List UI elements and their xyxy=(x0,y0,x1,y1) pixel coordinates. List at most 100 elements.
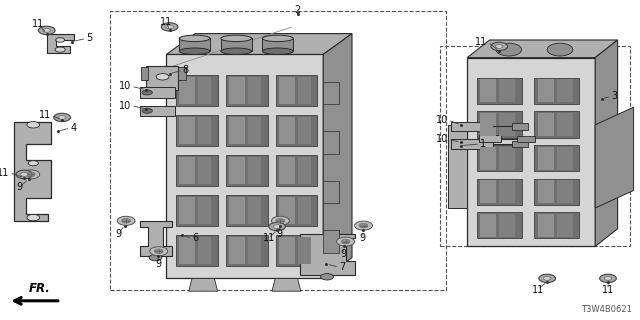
Bar xyxy=(229,117,245,144)
Bar xyxy=(179,237,195,264)
Polygon shape xyxy=(323,34,352,278)
Bar xyxy=(557,214,573,237)
Circle shape xyxy=(117,216,135,225)
Ellipse shape xyxy=(221,35,252,42)
Bar xyxy=(323,131,339,154)
Bar xyxy=(226,155,268,186)
Text: 9: 9 xyxy=(276,228,283,239)
Ellipse shape xyxy=(262,48,293,54)
Polygon shape xyxy=(595,107,634,208)
Circle shape xyxy=(539,274,556,283)
Text: 9: 9 xyxy=(115,228,122,239)
Bar xyxy=(534,179,579,205)
Bar xyxy=(179,157,195,184)
Polygon shape xyxy=(467,40,618,58)
Circle shape xyxy=(58,116,66,119)
Text: 1: 1 xyxy=(480,139,486,149)
Bar xyxy=(477,179,522,205)
Circle shape xyxy=(600,274,616,283)
Bar xyxy=(451,139,493,149)
Text: 10: 10 xyxy=(119,100,131,111)
Bar xyxy=(557,147,573,170)
Bar xyxy=(538,214,554,237)
Text: 11: 11 xyxy=(262,233,275,244)
Circle shape xyxy=(28,161,38,166)
Circle shape xyxy=(337,237,355,246)
Text: FR.: FR. xyxy=(29,282,51,295)
Bar xyxy=(557,79,573,102)
Bar xyxy=(248,197,261,224)
Polygon shape xyxy=(272,278,301,291)
Bar xyxy=(323,82,339,104)
Text: 8: 8 xyxy=(182,65,189,76)
Ellipse shape xyxy=(221,48,252,54)
Circle shape xyxy=(54,113,70,122)
Bar xyxy=(480,180,496,203)
Bar xyxy=(499,113,515,136)
Bar xyxy=(176,235,218,266)
Bar xyxy=(534,212,579,238)
Circle shape xyxy=(142,108,152,113)
Bar xyxy=(198,197,211,224)
Circle shape xyxy=(355,221,372,230)
Bar xyxy=(440,46,630,246)
Bar xyxy=(179,77,195,104)
Circle shape xyxy=(154,249,163,253)
Circle shape xyxy=(276,219,285,223)
Bar xyxy=(477,145,522,171)
Bar xyxy=(176,155,218,186)
Polygon shape xyxy=(189,278,218,291)
Bar xyxy=(166,54,323,278)
Polygon shape xyxy=(47,34,74,53)
Text: 11: 11 xyxy=(531,284,544,295)
Bar xyxy=(480,147,496,170)
Bar xyxy=(276,235,317,266)
Text: 4: 4 xyxy=(70,123,77,133)
Bar xyxy=(467,58,595,246)
Circle shape xyxy=(20,172,28,176)
Bar xyxy=(179,38,210,51)
Bar xyxy=(477,111,522,138)
Circle shape xyxy=(166,25,173,29)
Bar xyxy=(557,113,573,136)
Bar xyxy=(517,136,535,142)
Bar xyxy=(179,117,195,144)
Bar xyxy=(512,123,528,130)
Bar xyxy=(512,141,528,147)
Text: 10: 10 xyxy=(119,81,131,92)
Bar xyxy=(480,79,496,102)
Bar xyxy=(298,197,311,224)
Bar xyxy=(176,195,218,226)
Circle shape xyxy=(269,222,285,231)
Bar xyxy=(229,157,245,184)
Bar xyxy=(141,67,148,80)
Circle shape xyxy=(543,276,551,280)
Circle shape xyxy=(26,172,35,177)
Bar xyxy=(198,237,211,264)
Text: 11: 11 xyxy=(39,110,51,120)
Bar xyxy=(298,117,311,144)
Bar xyxy=(140,87,175,98)
Circle shape xyxy=(142,90,152,95)
Text: 11: 11 xyxy=(602,284,614,295)
Polygon shape xyxy=(140,221,172,256)
Bar xyxy=(279,197,295,224)
Circle shape xyxy=(271,216,289,225)
Bar xyxy=(477,212,522,238)
Text: 2: 2 xyxy=(294,4,301,15)
Bar xyxy=(276,195,317,226)
Bar xyxy=(176,75,218,106)
Circle shape xyxy=(161,23,178,31)
Text: 11: 11 xyxy=(0,168,10,178)
Circle shape xyxy=(604,276,612,280)
Bar xyxy=(262,38,293,51)
Ellipse shape xyxy=(179,35,210,42)
Bar xyxy=(323,181,339,203)
Text: 3: 3 xyxy=(611,91,618,101)
Bar xyxy=(538,180,554,203)
Bar xyxy=(534,145,579,171)
Bar xyxy=(538,113,554,136)
Bar xyxy=(276,155,317,186)
Polygon shape xyxy=(166,34,352,54)
Bar xyxy=(279,77,295,104)
